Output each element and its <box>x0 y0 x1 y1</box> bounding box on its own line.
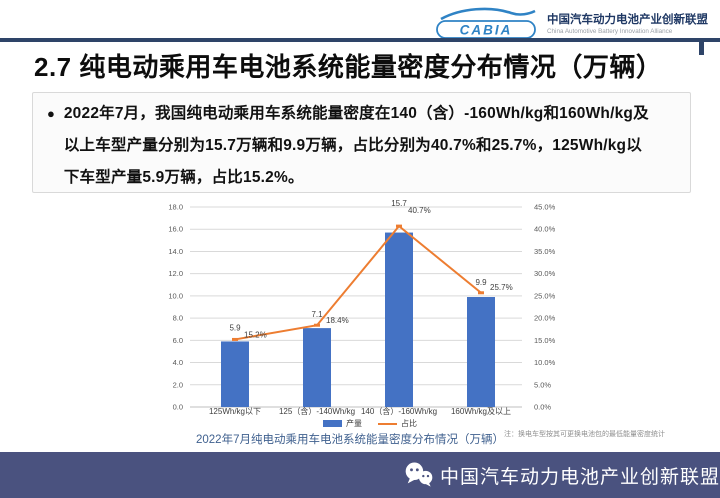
summary-line-2: 以上车型产量分别为15.7万辆和9.9万辆，占比分别为40.7%和25.7%，1… <box>63 137 642 154</box>
left-axis-tick: 14.0 <box>168 247 183 256</box>
left-axis-tick: 12.0 <box>168 269 183 278</box>
chart-title: 2022年7月纯电动乘用车电池系统能量密度分布情况（万辆） <box>196 434 504 446</box>
chart-legend: 产量 占比 <box>130 418 610 429</box>
share-value-label: 25.7% <box>490 283 513 292</box>
bar-swatch-icon <box>323 420 342 427</box>
right-axis-tick: 5.0% <box>534 380 551 389</box>
x-category-label: 125Wh/kg以下 <box>209 407 261 416</box>
right-axis-tick: 0.0% <box>534 403 551 412</box>
summary-text: 2022年7月，我国纯电动乘用车系统能量密度在140（含）-160Wh/kg和1… <box>64 98 649 192</box>
title-corner-tick <box>699 38 704 55</box>
wechat-icon <box>405 462 433 487</box>
bar-value-label: 5.9 <box>229 323 241 332</box>
left-axis-tick: 8.0 <box>173 314 183 323</box>
bar-1 <box>303 328 331 407</box>
bar-value-label: 15.7 <box>391 199 407 208</box>
bar-3 <box>467 297 495 407</box>
line-swatch-icon <box>378 422 397 425</box>
left-axis-tick: 4.0 <box>173 358 183 367</box>
line-marker-1 <box>314 323 320 327</box>
org-names: 中国汽车动力电池产业创新联盟 China Automotive Battery … <box>547 11 708 35</box>
left-axis-tick: 0.0 <box>173 403 183 412</box>
summary-line-1: 2022年7月，我国纯电动乘用车系统能量密度在140（含）-160Wh/kg和1… <box>63 105 649 122</box>
cabia-logo-icon: CABIA <box>436 7 536 39</box>
left-axis-tick: 16.0 <box>168 225 183 234</box>
bar-0 <box>221 341 249 407</box>
left-axis-tick: 18.0 <box>168 203 183 212</box>
right-axis-tick: 15.0% <box>534 336 556 345</box>
bar-2 <box>385 232 413 407</box>
title-top-rule <box>0 38 720 42</box>
left-axis-tick: 6.0 <box>173 336 183 345</box>
legend-label-share: 占比 <box>401 419 417 428</box>
share-line <box>234 224 482 341</box>
share-value-label: 40.7% <box>408 206 431 215</box>
summary-line-3: 下车型产量5.9万辆，占比15.2%。 <box>63 169 304 186</box>
car-swoosh-icon <box>440 7 536 21</box>
line-marker-2 <box>396 224 402 228</box>
combo-chart: 18.0 45.0% 16.0 40.0% 14.0 35.0% 12.0 30.0% 10.0… <box>168 199 556 416</box>
legend-item-share: 占比 <box>378 418 417 429</box>
bar-value-label: 7.1 <box>311 310 323 319</box>
x-category-label: 125（含）-140Wh/kg <box>279 406 355 416</box>
logo-wordmark: CABIA <box>460 23 513 38</box>
line-marker-0 <box>232 337 238 341</box>
page-title: 2.7 纯电动乘用车电池系统能量密度分布情况（万辆） <box>34 52 663 82</box>
org-name-cn: 中国汽车动力电池产业创新联盟 <box>547 14 708 26</box>
legend-item-production: 产量 <box>323 418 362 429</box>
right-axis-tick: 10.0% <box>534 358 556 367</box>
right-axis-tick: 45.0% <box>534 203 556 212</box>
right-axis-tick: 20.0% <box>534 314 556 323</box>
x-category-label: 160Wh/kg及以上 <box>451 407 511 416</box>
footer-bar: 中国汽车动力电池产业创新联盟 <box>0 452 720 498</box>
right-axis-tick: 25.0% <box>534 291 556 300</box>
summary-box: ● 2022年7月，我国纯电动乘用车系统能量密度在140（含）-160Wh/kg… <box>32 92 691 193</box>
right-axis-tick: 40.0% <box>534 225 556 234</box>
share-value-label: 15.2% <box>244 330 267 339</box>
chart-note: 注：换电车型按其可更换电池包的最低能量密度统计 <box>504 431 665 438</box>
footer-org-name: 中国汽车动力电池产业创新联盟 <box>439 466 720 488</box>
line-marker-3 <box>478 291 484 295</box>
right-axis-tick: 35.0% <box>534 247 556 256</box>
left-axis-tick: 10.0 <box>168 291 183 300</box>
bullet-icon: ● <box>47 106 55 121</box>
bar-value-label: 9.9 <box>475 278 487 287</box>
right-axis-tick: 30.0% <box>534 269 556 278</box>
left-axis-tick: 2.0 <box>173 380 183 389</box>
x-category-label: 140（含）-160Wh/kg <box>361 406 437 416</box>
share-value-label: 18.4% <box>326 316 349 325</box>
org-name-en: China Automotive Battery Innovation Alli… <box>547 28 673 35</box>
header: CABIA 中国汽车动力电池产业创新联盟 China Automotive Ba… <box>435 6 708 40</box>
legend-label-production: 产量 <box>346 419 362 428</box>
